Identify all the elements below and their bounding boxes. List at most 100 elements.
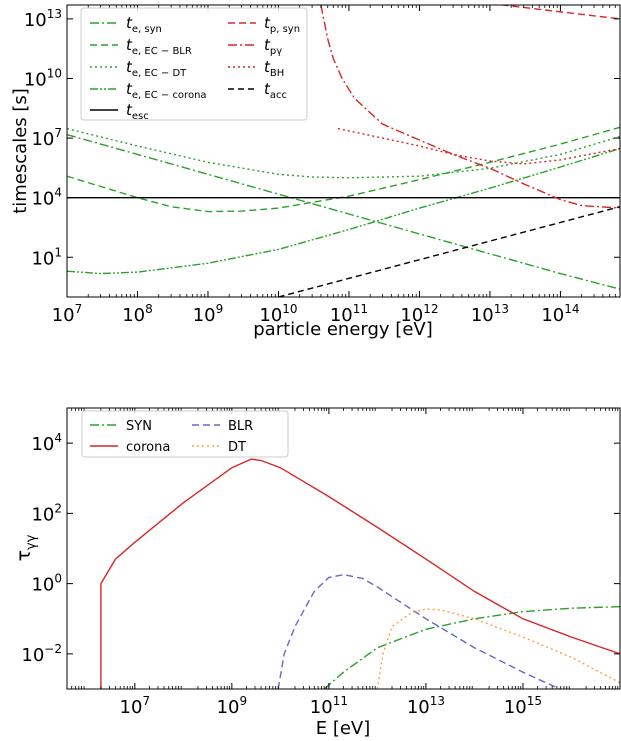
x-tick-exp: 11 (333, 694, 348, 708)
x-tick-label-2: 109 (193, 302, 224, 326)
x-tick-base: 10 (52, 305, 75, 326)
timescales-panel: 107 108 109 1010 1011 1012 1013 101410110410710… (10, 4, 621, 340)
plot-area (67, 5, 620, 297)
series-line-7 (337, 127, 620, 165)
series-line-0 (67, 133, 620, 290)
x-tick-exp: 13 (494, 302, 509, 316)
legend-label-sub: e, EC − BLR (132, 46, 192, 57)
y-tick-exp: 2 (54, 501, 62, 515)
x-tick-exp: 7 (142, 694, 150, 708)
x-tick-base: 10 (310, 697, 333, 718)
x-tick-exp: 10 (282, 302, 297, 316)
x-tick-base: 10 (504, 697, 527, 718)
x-tick-base: 10 (217, 697, 240, 718)
legend-label-2: te, EC − DT (126, 58, 187, 79)
y-tick-base: 10 (24, 69, 47, 90)
series-line-8 (278, 206, 620, 297)
x-tick-label-1: 109 (217, 694, 248, 718)
series-line-5 (497, 5, 620, 20)
y-tick-label-3: 104 (31, 431, 62, 455)
y-tick-exp: 10 (47, 66, 62, 80)
y-tick-base: 10 (21, 645, 44, 666)
x-tick-exp: 8 (145, 302, 153, 316)
legend: SYN corona BLR DT (81, 410, 289, 458)
y-tick-label-3: 1010 (24, 66, 62, 90)
legend-box (81, 410, 289, 458)
y-axis-label-sub: γγ (24, 534, 39, 550)
x-tick-label-4: 1015 (504, 694, 542, 718)
legend-label-1: corona (126, 440, 170, 455)
x-tick-base: 10 (400, 305, 423, 326)
x-tick-base: 10 (471, 305, 494, 326)
legend-label-3: te, EC − corona (126, 80, 207, 101)
series-line-2 (67, 127, 620, 179)
legend-label-base: t (126, 101, 133, 119)
y-tick-base: 10 (24, 10, 47, 31)
x-tick-exp: 15 (527, 694, 542, 708)
x-tick-label-7: 1014 (541, 302, 579, 326)
legend-label-sub: e, syn (132, 24, 162, 35)
x-tick-exp: 14 (564, 302, 579, 316)
y-axis-label: timescales [s] (10, 88, 31, 214)
x-tick-base: 10 (541, 305, 564, 326)
legend-label-8: tacc (264, 80, 287, 101)
legend-label-base: t (126, 80, 133, 98)
y-tick-base: 10 (31, 129, 54, 150)
x-tick-base: 10 (259, 305, 282, 326)
y-tick-exp: 1 (54, 245, 62, 259)
legend-label-sub: p, syn (270, 24, 300, 35)
y-tick-exp: 13 (47, 7, 62, 21)
y-tick-exp: 7 (54, 126, 62, 140)
y-tick-exp: 4 (54, 431, 62, 445)
x-tick-base: 10 (407, 697, 430, 718)
plot-area (100, 458, 620, 689)
legend-label-sub: acc (270, 90, 287, 101)
x-tick-exp: 13 (430, 694, 445, 708)
x-tick-base: 10 (193, 305, 216, 326)
x-tick-label-0: 107 (52, 302, 83, 326)
legend-label-7: tBH (264, 58, 284, 79)
series-line-3 (376, 608, 620, 689)
y-tick-base: 10 (31, 575, 54, 596)
legend-label-base: t (264, 14, 271, 32)
legend-label-sub: e, EC − DT (132, 68, 187, 79)
legend-label-2: BLR (228, 419, 253, 434)
legend-label-base: t (264, 80, 271, 98)
y-tick-base: 10 (31, 189, 54, 210)
x-tick-label-3: 1013 (407, 694, 445, 718)
series-line-6 (320, 5, 620, 209)
legend-box (80, 7, 308, 121)
x-tick-base: 10 (330, 305, 353, 326)
x-tick-label-3: 1010 (259, 302, 297, 326)
legend-label-base: t (126, 36, 133, 54)
y-axis-label-main: τ (13, 550, 35, 561)
legend-label-base: t (126, 14, 133, 32)
x-tick-exp: 11 (353, 302, 368, 316)
x-tick-base: 10 (122, 305, 145, 326)
legend-label-3: DT (228, 440, 246, 455)
legend-label-0: SYN (126, 419, 152, 434)
y-tick-label-0: 101 (31, 245, 62, 269)
legend-label-sub: pγ (270, 46, 282, 57)
y-tick-base: 10 (31, 434, 54, 455)
x-axis-label: particle energy [eV] (253, 319, 432, 340)
x-tick-label-6: 1013 (471, 302, 509, 326)
y-tick-label-0: 10−2 (21, 642, 62, 666)
x-tick-label-1: 108 (122, 302, 153, 326)
y-tick-label-1: 104 (31, 186, 62, 210)
legend-label-6: tpγ (264, 36, 282, 57)
series-line-2 (277, 573, 562, 689)
y-tick-exp: 0 (54, 572, 62, 586)
y-tick-label-2: 107 (31, 126, 62, 150)
legend-label-5: tp, syn (264, 14, 300, 35)
x-tick-label-5: 1012 (400, 302, 438, 326)
x-tick-exp: 9 (239, 694, 247, 708)
axes-frame (66, 4, 621, 298)
y-tick-base: 10 (31, 504, 54, 525)
series-line-1 (100, 458, 620, 689)
x-tick-exp: 7 (75, 302, 83, 316)
x-tick-exp: 9 (216, 302, 224, 316)
